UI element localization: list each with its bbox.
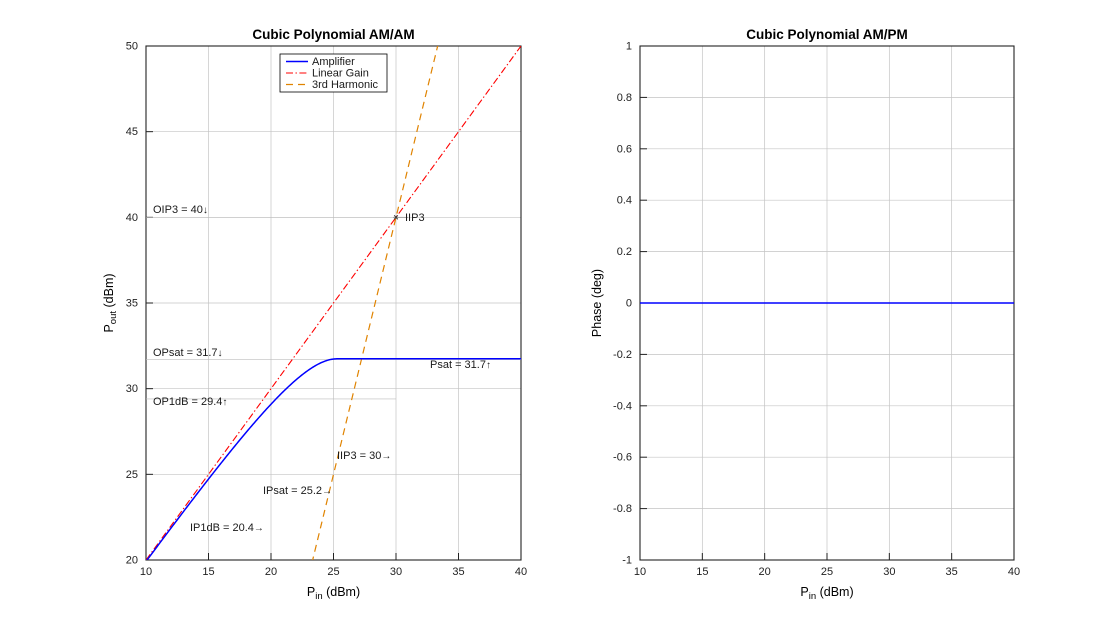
- svg-text:Cubic Polynomial AM/PM: Cubic Polynomial AM/PM: [746, 27, 908, 42]
- svg-text:Pout (dBm): Pout (dBm): [102, 273, 119, 332]
- svg-text:10: 10: [634, 566, 646, 578]
- svg-text:15: 15: [202, 566, 214, 578]
- svg-text:30: 30: [390, 566, 402, 578]
- svg-text:IPsat = 25.2→: IPsat = 25.2→: [263, 485, 332, 497]
- svg-text:-1: -1: [622, 555, 632, 567]
- svg-text:0.2: 0.2: [617, 246, 632, 258]
- svg-text:45: 45: [126, 126, 138, 138]
- svg-text:20: 20: [126, 555, 138, 567]
- svg-text:35: 35: [946, 566, 958, 578]
- svg-text:Phase (deg): Phase (deg): [590, 269, 604, 337]
- svg-text:OIP3 = 40↓: OIP3 = 40↓: [153, 204, 208, 216]
- svg-text:0: 0: [626, 298, 632, 310]
- svg-text:0.8: 0.8: [617, 92, 632, 104]
- svg-text:IIP3: IIP3: [405, 212, 425, 224]
- svg-text:-0.8: -0.8: [613, 503, 632, 515]
- svg-text:Amplifier: Amplifier: [312, 56, 355, 68]
- svg-text:-0.4: -0.4: [613, 400, 632, 412]
- svg-text:3rd Harmonic: 3rd Harmonic: [312, 79, 379, 91]
- svg-text:-0.6: -0.6: [613, 452, 632, 464]
- svg-text:OPsat = 31.7↓: OPsat = 31.7↓: [153, 347, 223, 359]
- svg-text:10: 10: [140, 566, 152, 578]
- svg-text:-0.2: -0.2: [613, 349, 632, 361]
- svg-text:Linear Gain: Linear Gain: [312, 68, 369, 80]
- svg-text:40: 40: [515, 566, 527, 578]
- svg-text:15: 15: [696, 566, 708, 578]
- svg-text:0.6: 0.6: [617, 143, 632, 155]
- svg-text:IP1dB = 20.4→: IP1dB = 20.4→: [190, 522, 264, 534]
- svg-text:25: 25: [821, 566, 833, 578]
- svg-text:OP1dB = 29.4↑: OP1dB = 29.4↑: [153, 396, 227, 408]
- svg-text:0.4: 0.4: [617, 195, 632, 207]
- svg-text:50: 50: [126, 41, 138, 53]
- svg-text:40: 40: [126, 212, 138, 224]
- svg-text:40: 40: [1008, 566, 1020, 578]
- svg-text:20: 20: [759, 566, 771, 578]
- svg-text:Cubic Polynomial AM/AM: Cubic Polynomial AM/AM: [252, 27, 414, 42]
- svg-text:20: 20: [265, 566, 277, 578]
- svg-text:25: 25: [327, 566, 339, 578]
- svg-text:30: 30: [126, 383, 138, 395]
- svg-text:35: 35: [126, 298, 138, 310]
- svg-text:1: 1: [626, 41, 632, 53]
- svg-text:Pin (dBm): Pin (dBm): [800, 585, 853, 602]
- svg-text:25: 25: [126, 469, 138, 481]
- svg-text:30: 30: [883, 566, 895, 578]
- svg-text:Psat = 31.7↑: Psat = 31.7↑: [430, 359, 491, 371]
- svg-text:35: 35: [452, 566, 464, 578]
- svg-text:IIP3 = 30→: IIP3 = 30→: [337, 450, 391, 462]
- svg-text:Pin (dBm): Pin (dBm): [307, 585, 360, 602]
